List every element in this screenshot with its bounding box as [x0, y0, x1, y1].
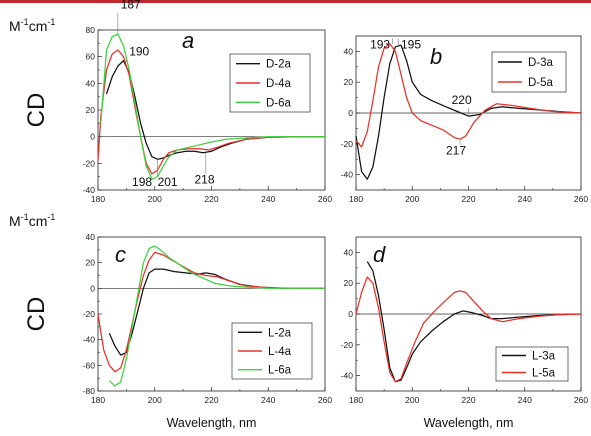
legend-label: D-5a	[528, 77, 554, 89]
y-tick-label: 20	[86, 105, 96, 115]
y-tick-label: -40	[83, 185, 96, 195]
y-tick-label: 0	[90, 132, 95, 142]
series-line-d-3a	[355, 44, 582, 180]
x-tick-label: 180	[91, 395, 105, 405]
y-tick-label: 20	[344, 77, 354, 87]
y-tick-label: -60	[83, 360, 96, 370]
panel-label-b: b	[430, 44, 442, 69]
legend-label: L-5a	[532, 368, 556, 380]
annotation-198: 198	[132, 175, 152, 189]
legend-label: D-6a	[266, 97, 292, 109]
legend-label: L-6a	[268, 365, 292, 377]
x-tick-label: 220	[204, 395, 218, 405]
x-tick-label: 260	[574, 194, 588, 204]
y-tick-label: -40	[341, 170, 354, 180]
x-tick-label: 200	[405, 395, 419, 405]
y-tick-label: 20	[344, 278, 354, 288]
series-line-d-6a	[100, 33, 325, 180]
x-tick-label: 240	[261, 395, 275, 405]
annotation-193: 193	[370, 37, 390, 51]
x-tick-label: 240	[518, 194, 532, 204]
annotation-190: 190	[129, 44, 149, 58]
x-tick-label: 200	[148, 395, 162, 405]
legend-label: L-2a	[268, 327, 292, 339]
x-tick-label: 200	[405, 194, 419, 204]
annotation-218: 218	[194, 172, 214, 186]
legend-label: D-3a	[528, 57, 554, 69]
legend-box-b	[491, 51, 567, 93]
x-tick-label: 180	[91, 194, 105, 204]
legend-label: L-4a	[268, 346, 292, 358]
series-line-l-6a	[108, 245, 325, 387]
annotation-217: 217	[446, 144, 466, 158]
legend-label: L-3a	[532, 351, 556, 363]
x-tick-label: 180	[349, 395, 363, 405]
series-line-l-3a	[366, 261, 582, 383]
legend-label: D-4a	[266, 78, 292, 90]
panel-label-d: d	[373, 242, 386, 267]
y-tick-label: -20	[83, 158, 96, 168]
y-tick-label: 0	[348, 108, 353, 118]
y-tick-label: 60	[86, 52, 96, 62]
y-tick-label: 20	[86, 258, 96, 268]
x-tick-label: 200	[148, 194, 162, 204]
y-unit-label: M-1cm-1	[9, 17, 55, 34]
annotation-195: 195	[401, 37, 421, 51]
y-tick-label: 0	[90, 283, 95, 293]
annotation-201: 201	[158, 175, 178, 189]
series-line-l-5a	[355, 276, 582, 383]
x-axis-title: Wavelength, nm	[167, 416, 257, 430]
x-tick-label: 260	[318, 395, 332, 405]
y-tick-label: -40	[83, 335, 96, 345]
panel-a: 180 200 220 240 260 -40 -20 0 20 40 60 80 187 190 198 2…	[9, 0, 332, 204]
panel-label-c: c	[115, 242, 126, 267]
y-tick-label: 40	[344, 46, 354, 56]
top-accent-bar	[0, 0, 591, 3]
y-tick-label: -20	[341, 340, 354, 350]
x-tick-label: 240	[261, 194, 275, 204]
x-tick-label: 260	[318, 194, 332, 204]
panel-c: 180 200 220 240 260 -80 -60 -40 -20 0 20 40 c L-2a L-4…	[9, 212, 332, 430]
series-line-d-4a	[97, 49, 325, 175]
x-tick-label: 220	[461, 395, 475, 405]
legend-box-d	[495, 346, 569, 382]
y-tick-label: 0	[348, 309, 353, 319]
y-tick-label: -80	[83, 386, 96, 396]
y-tick-label: 80	[86, 25, 96, 35]
y-axis-title: CD	[23, 93, 50, 128]
series-line-l-4a	[97, 251, 325, 373]
x-tick-label: 260	[574, 395, 588, 405]
x-tick-label: 220	[461, 194, 475, 204]
y-tick-label: -40	[341, 371, 354, 381]
panel-label-a: a	[182, 28, 194, 53]
x-tick-label: 240	[518, 395, 532, 405]
annotation-187: 187	[121, 0, 141, 12]
x-axis-title: Wavelength, nm	[424, 416, 514, 430]
legend-label: D-2a	[266, 59, 292, 71]
panel-b: 180 200 220 240 260 -40 -20 0 20 40 193 195 220 217 b D…	[341, 35, 588, 204]
annotation-220: 220	[452, 93, 472, 107]
series-line-d-5a	[355, 43, 582, 148]
y-tick-label: -20	[83, 309, 96, 319]
y-tick-label: -20	[341, 139, 354, 149]
x-tick-label: 220	[204, 194, 218, 204]
y-tick-label: 40	[86, 232, 96, 242]
panel-d: 180 200 220 240 260 -40 -20 0 20 40 d L-3a L-5a Wavel…	[341, 236, 588, 430]
y-axis-title: CD	[23, 297, 50, 332]
y-tick-label: 40	[344, 247, 354, 257]
y-unit-label: M-1cm-1	[9, 212, 55, 229]
y-tick-label: 40	[86, 78, 96, 88]
x-tick-label: 180	[349, 194, 363, 204]
